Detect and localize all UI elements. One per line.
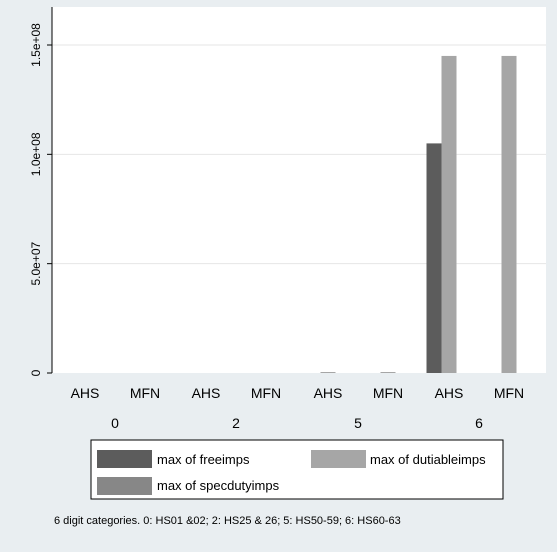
group-label: 6 bbox=[475, 415, 483, 431]
legend-swatch bbox=[311, 450, 366, 468]
legend-label: max of freeimps bbox=[157, 452, 250, 467]
group-label: 5 bbox=[354, 415, 362, 431]
subgroup-label: AHS bbox=[435, 385, 464, 401]
y-tick-label: 1.5e+08 bbox=[29, 23, 43, 67]
bar bbox=[426, 143, 442, 373]
subgroup-label: MFN bbox=[130, 385, 160, 401]
chart-note: 6 digit categories. 0: HS01 &02; 2: HS25… bbox=[54, 515, 401, 527]
bar bbox=[320, 372, 336, 373]
bar bbox=[380, 372, 396, 373]
subgroup-label: MFN bbox=[251, 385, 281, 401]
y-tick-label: 0 bbox=[29, 369, 43, 376]
legend-box bbox=[90, 439, 504, 500]
bar bbox=[441, 55, 457, 373]
legend-swatch bbox=[97, 450, 152, 468]
legend: max of freeimps max of dutiableimps max of… bbox=[90, 439, 504, 500]
legend-swatch bbox=[97, 477, 152, 495]
subgroup-label: AHS bbox=[192, 385, 221, 401]
legend-label: max of dutiableimps bbox=[370, 452, 486, 467]
gridlines bbox=[52, 44, 546, 265]
legend-label: max of specdutyimps bbox=[157, 478, 280, 493]
subgroup-label: MFN bbox=[494, 385, 524, 401]
bars bbox=[320, 55, 517, 373]
y-tick-label: 5.0e+07 bbox=[29, 241, 43, 285]
legend-entries: max of freeimps max of dutiableimps max of… bbox=[97, 450, 486, 495]
group-label: 2 bbox=[232, 415, 240, 431]
plot-background bbox=[52, 7, 546, 373]
subgroup-label: AHS bbox=[71, 385, 100, 401]
x-axis: 0 AHS MFN 2 AHS MFN 5 AHS MFN 6 AHS MFN bbox=[71, 385, 525, 431]
group-label: 0 bbox=[111, 415, 119, 431]
subgroup-label: MFN bbox=[373, 385, 403, 401]
subgroup-label: AHS bbox=[314, 385, 343, 401]
y-axis: 0 5.0e+07 1.0e+08 1.5e+08 bbox=[29, 23, 52, 376]
y-tick-label: 1.0e+08 bbox=[29, 132, 43, 176]
bar bbox=[501, 55, 517, 373]
